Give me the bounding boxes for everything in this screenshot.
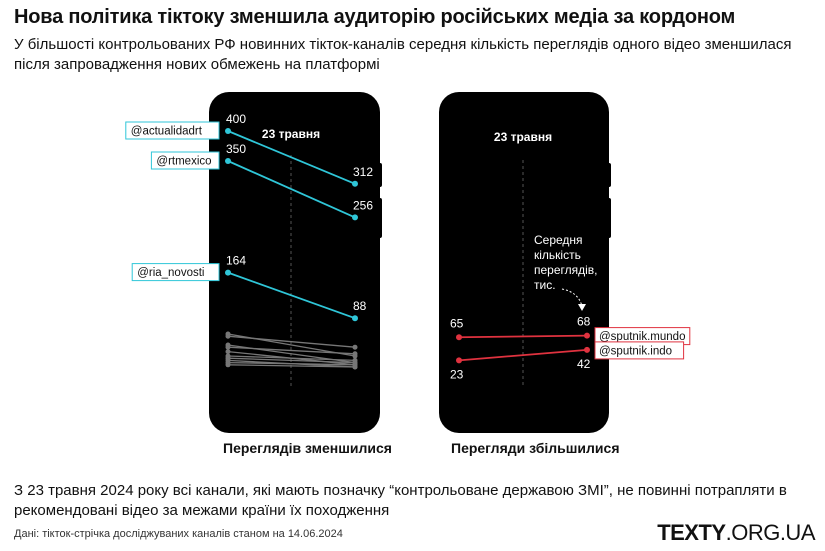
point-other-end <box>352 344 358 350</box>
point-end-sputnik-mundo <box>584 332 590 339</box>
value-label-start-rtmexico: 350 <box>226 142 246 156</box>
series-line-other <box>227 361 356 366</box>
series-name-ria-novosti: @ria_novosti <box>137 267 204 279</box>
value-label-end-ria-novosti: 88 <box>353 299 367 313</box>
point-start-sputnik-mundo <box>456 334 462 341</box>
point-end-rtmexico <box>352 214 358 221</box>
annotation: Середня кількість переглядів, тис. <box>534 233 598 311</box>
annotation-arrowhead <box>578 304 586 311</box>
value-label-end-actualidadrt: 312 <box>353 165 373 179</box>
date-marker-left: 23 травня <box>262 127 320 141</box>
value-label-end-sputnik-mundo: 68 <box>577 315 591 329</box>
footnote: З 23 травня 2024 року всі канали, які ма… <box>14 482 787 519</box>
value-label-start-actualidadrt: 400 <box>226 112 246 126</box>
point-start-actualidadrt <box>225 128 231 134</box>
caption-decreased: Переглядів зменшилися <box>223 440 392 456</box>
logo-main: TEXTY <box>657 520 726 545</box>
series-line-other <box>227 346 356 355</box>
chart-subtitle: У більшості контрольованих РФ новинних т… <box>14 36 792 73</box>
point-other-end <box>352 364 358 370</box>
data-source: Дані: тікток-стрічка досліджуваних канал… <box>14 528 343 540</box>
series-line-other <box>227 357 356 364</box>
series-line-sputnik-mundo <box>458 334 588 339</box>
point-end-actualidadrt <box>352 180 358 187</box>
left-series-lines: 400 312 @actualidadrt 350 256 @rtmexico 164 88 @… <box>125 112 373 370</box>
point-other-start <box>225 333 231 339</box>
series-line-rtmexico <box>227 160 356 219</box>
point-other-start <box>225 349 231 355</box>
series-line-actualidadrt <box>227 130 356 185</box>
annotation-arrow <box>561 288 583 307</box>
point-other-end <box>352 351 358 357</box>
right-series-lines: 65 68 @sputnik.mundo 23 42 @sputnik.indo <box>450 315 691 381</box>
series-line-other <box>227 364 356 368</box>
value-label-end-sputnik-indo: 42 <box>577 357 591 371</box>
series-name-rtmexico: @rtmexico <box>156 156 211 168</box>
point-start-rtmexico <box>225 158 231 164</box>
point-end-sputnik-indo <box>584 346 590 353</box>
date-marker-right: 23 травня <box>494 130 552 144</box>
point-other-start <box>225 344 231 350</box>
series-name-sputnik-indo: @sputnik.indo <box>599 345 672 357</box>
caption-increased: Перегляди збільшилися <box>451 440 620 456</box>
value-label-start-sputnik-mundo: 65 <box>450 316 464 330</box>
point-start-sputnik-indo <box>456 357 462 364</box>
value-label-end-rtmexico: 256 <box>353 198 373 212</box>
series-line-other <box>227 355 356 362</box>
series-tag-sputnik-indo <box>594 341 685 360</box>
texty-logo[interactable]: TEXTY.ORG.UA <box>657 520 815 546</box>
point-end-ria-novosti <box>352 315 358 322</box>
logo-suffix: .ORG.UA <box>725 520 816 545</box>
annotation-line-1: Середня <box>534 233 583 247</box>
point-other-start <box>225 362 231 368</box>
series-tag-actualidadrt <box>125 121 220 140</box>
series-line-ria-novosti <box>227 271 356 320</box>
point-start-ria-novosti <box>225 269 231 276</box>
series-tag-ria-novosti <box>131 263 220 282</box>
annotation-line-3: переглядів, <box>534 263 598 277</box>
value-label-start-sputnik-indo: 23 <box>450 367 464 381</box>
series-name-sputnik-mundo: @sputnik.mundo <box>599 331 685 343</box>
series-name-actualidadrt: @actualidadrt <box>131 126 203 138</box>
phone-right <box>439 92 611 433</box>
chart-title: Нова політика тіктоку зменшила аудиторію… <box>14 6 736 28</box>
series-line-other <box>227 335 356 348</box>
series-line-sputnik-indo <box>458 349 588 362</box>
series-tag-rtmexico <box>150 151 220 170</box>
annotation-line-2: кількість <box>534 248 581 262</box>
value-label-start-ria-novosti: 164 <box>226 254 246 268</box>
annotation-line-4: тис. <box>534 278 556 292</box>
